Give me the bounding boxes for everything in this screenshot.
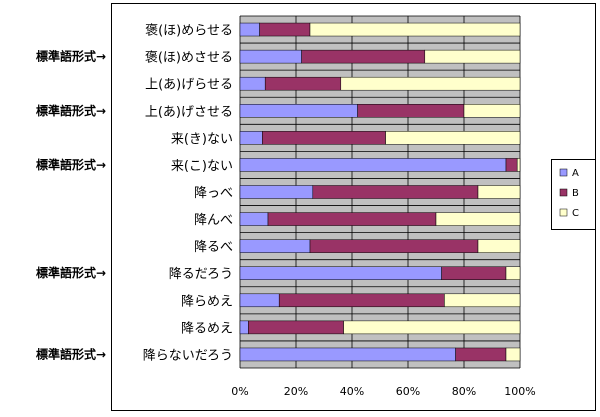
bar-segment-A: [239, 131, 263, 145]
bar-segment-A: [239, 347, 456, 362]
bar-segment-C: [444, 293, 521, 308]
category-label: 褒(ほ)めらせる: [145, 24, 233, 39]
bar-segment-A: [239, 49, 302, 64]
standard-form-annotation: 標準語形式→: [36, 265, 106, 280]
standard-form-annotation: 標準語形式→: [36, 346, 106, 361]
legend-swatch: [559, 168, 568, 177]
bar-segment-C: [477, 239, 521, 253]
bar-segment-C: [340, 76, 521, 91]
bar-segment-C: [516, 158, 521, 172]
x-tick-labels: 0% 20% 40% 60% 80% 100%: [231, 385, 535, 398]
bar-segment-C: [343, 320, 521, 335]
category-label: 来(こ)ない: [171, 159, 233, 174]
grid-layer: [239, 15, 521, 369]
x-tick-label: 0%: [231, 385, 248, 398]
bar-segment-C: [309, 22, 521, 37]
category-label: 降っべ: [194, 186, 233, 201]
x-tick-label: 80%: [452, 385, 476, 398]
category-label: 上(あ)げさせる: [145, 105, 233, 120]
category-label: 褒(ほ)めさせる: [145, 51, 233, 66]
category-label: 降るべ: [194, 240, 233, 255]
bar-segment-C: [505, 347, 521, 362]
standard-form-annotation: 標準語形式→: [36, 157, 106, 172]
bar-segment-B: [301, 49, 426, 64]
legend-swatch: [559, 208, 568, 217]
bar-segment-A: [239, 239, 311, 253]
legend-swatch: [559, 188, 568, 197]
category-label: 降るだろう: [169, 267, 233, 282]
x-tick-label: 60%: [396, 385, 420, 398]
x-tick-label: 100%: [504, 385, 535, 398]
bar-segment-A: [239, 22, 260, 37]
bar-segment-A: [239, 76, 266, 91]
bar-segment-A: [239, 158, 507, 172]
bar-segment-B: [262, 131, 386, 145]
bar-segment-B: [309, 239, 479, 253]
bar-segment-C: [463, 104, 521, 118]
bar-segment-C: [424, 49, 521, 64]
category-label: 来(き)ない: [171, 132, 233, 147]
bar-segment-B: [455, 347, 507, 362]
bar-segment-A: [239, 104, 358, 118]
bar-segment-B: [505, 158, 518, 172]
category-label: 降らないだろう: [143, 348, 233, 363]
bar-segment-B: [248, 320, 344, 335]
legend-label: A: [572, 168, 579, 179]
bars-layer: [239, 22, 521, 362]
bar-segment-A: [239, 293, 280, 308]
legend: ABC: [551, 159, 596, 230]
bar-segment-B: [259, 22, 311, 37]
bar-segment-B: [357, 104, 465, 118]
bar-segment-C: [385, 131, 521, 145]
bar-segment-B: [278, 293, 445, 308]
bar-segment-A: [239, 320, 249, 335]
bar-segment-C: [435, 212, 521, 226]
bar-segment-B: [264, 76, 342, 91]
category-label: 上(あ)げらせる: [145, 78, 233, 93]
bar-segment-C: [477, 185, 521, 199]
category-label: 降んべ: [194, 213, 233, 228]
bar-segment-C: [505, 266, 521, 280]
x-tick-label: 40%: [340, 385, 364, 398]
bar-segment-B: [441, 266, 507, 280]
bar-segment-A: [239, 185, 314, 199]
legend-label: B: [572, 188, 579, 199]
category-label: 降らめえ: [181, 294, 233, 309]
legend-box: [551, 159, 596, 230]
bar-segment-A: [239, 266, 442, 280]
category-labels: 褒(ほ)めらせる褒(ほ)めさせる上(あ)げらせる上(あ)げさせる来(き)ない来(…: [143, 24, 233, 364]
bar-segment-B: [312, 185, 479, 199]
bar-segment-B: [267, 212, 437, 226]
legend-label: C: [572, 208, 579, 219]
annotation-labels: 標準語形式→ 標準語形式→ 標準語形式→ 標準語形式→ 標準語形式→: [36, 49, 106, 362]
standard-form-annotation: 標準語形式→: [36, 103, 106, 118]
bar-segment-A: [239, 212, 269, 226]
x-tick-label: 20%: [284, 385, 308, 398]
standard-form-annotation: 標準語形式→: [36, 49, 106, 64]
category-label: 降るめえ: [181, 321, 233, 336]
